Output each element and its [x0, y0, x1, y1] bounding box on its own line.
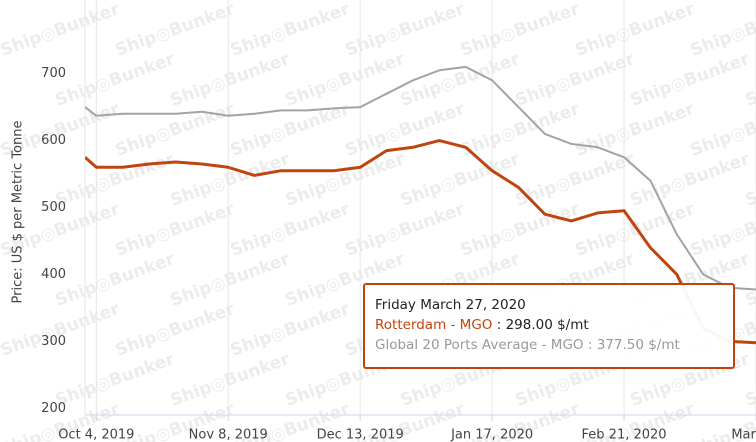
- tooltip-separator: :: [492, 317, 506, 333]
- tooltip: Friday March 27, 2020 Rotterdam - MGO : …: [363, 283, 735, 369]
- watermark: Ship◎Bunker: [113, 0, 238, 61]
- y-tick-label: 600: [41, 133, 66, 148]
- x-tick-label: Dec 13, 2019: [317, 428, 404, 442]
- x-tick-label: Feb 21, 2020: [582, 428, 667, 442]
- watermark: Ship◎Bunker: [573, 0, 698, 61]
- watermark: Ship◎Bunker: [458, 0, 583, 61]
- watermark: Ship◎Bunker: [0, 0, 123, 61]
- tooltip-series-name: Rotterdam - MGO: [375, 317, 493, 333]
- tooltip-separator: :: [583, 337, 597, 353]
- x-tick-label: Nov 8, 2019: [189, 428, 268, 442]
- tooltip-lines: Rotterdam - MGO : 298.00 $/mt Global 20 P…: [375, 315, 723, 355]
- x-tick-label: Oct 4, 2019: [58, 428, 134, 442]
- y-tick-label: 300: [41, 334, 66, 349]
- y-tick-label: 200: [41, 401, 66, 416]
- tooltip-value: 377.50 $/mt: [596, 337, 680, 353]
- x-tick-label: Mar 2...: [731, 428, 756, 442]
- tooltip-row: Global 20 Ports Average - MGO : 377.50 $…: [375, 335, 723, 355]
- watermark: Ship◎Bunker: [228, 0, 353, 61]
- series-line: [85, 139, 756, 345]
- x-tick-label: Jan 17, 2020: [450, 428, 533, 442]
- tooltip-series-name: Global 20 Ports Average - MGO: [375, 337, 584, 353]
- series-line: [85, 65, 756, 291]
- y-tick-label: 400: [41, 267, 66, 282]
- y-axis-title: Price: US $ per Metric Tonne: [11, 121, 26, 304]
- tooltip-title: Friday March 27, 2020: [375, 297, 526, 313]
- plot-area: [85, 65, 756, 345]
- y-tick-label: 700: [41, 66, 66, 81]
- y-tick-label: 500: [41, 200, 66, 215]
- tooltip-row: Rotterdam - MGO : 298.00 $/mt: [375, 315, 723, 335]
- tooltip-value: 298.00 $/mt: [505, 317, 589, 333]
- watermark: Ship◎Bunker: [343, 0, 468, 61]
